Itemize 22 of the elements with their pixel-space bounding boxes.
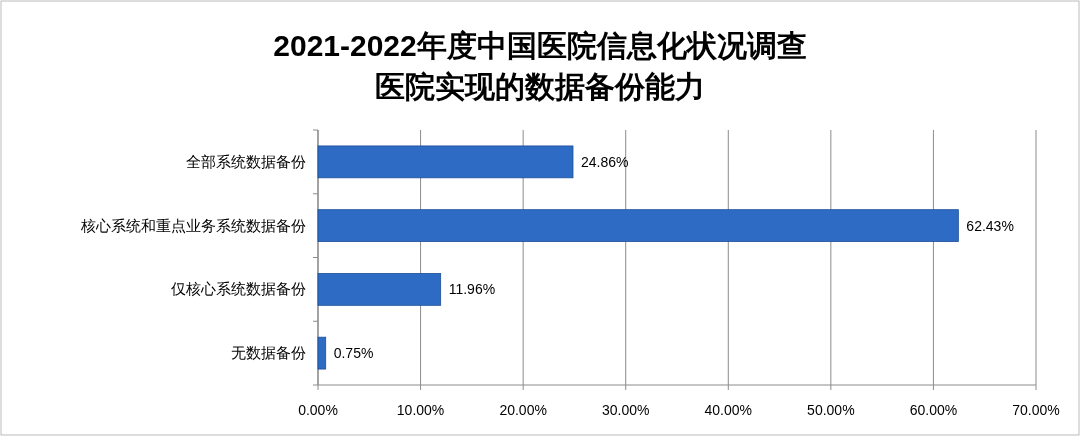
x-tick-label: 10.00% bbox=[396, 402, 445, 418]
y-tick-label: 无数据备份 bbox=[231, 344, 306, 362]
chart-title: 2021-2022年度中国医院信息化状况调查 bbox=[273, 29, 807, 62]
bar bbox=[317, 145, 574, 179]
x-tick-label: 70.00% bbox=[1012, 402, 1060, 418]
x-tick-label: 0.00% bbox=[298, 402, 338, 418]
data-label: 11.96% bbox=[448, 281, 496, 298]
bar bbox=[317, 336, 327, 370]
x-tick-label: 50.00% bbox=[807, 402, 855, 418]
data-label: 0.75% bbox=[333, 345, 374, 362]
y-tick-label: 核心系统和重点业务系统数据备份 bbox=[80, 216, 306, 234]
x-tick-label: 40.00% bbox=[704, 402, 753, 418]
bar bbox=[317, 209, 959, 242]
x-tick-label: 60.00% bbox=[909, 402, 958, 418]
data-label: 24.86% bbox=[580, 153, 629, 170]
bar bbox=[317, 273, 442, 306]
x-tick-label: 20.00% bbox=[499, 402, 547, 418]
x-tick-label: 30.00% bbox=[601, 402, 650, 418]
y-tick-label: 全部系统数据备份 bbox=[186, 152, 306, 170]
y-tick-label: 仅核心系统数据备份 bbox=[171, 280, 306, 298]
chart-subtitle: 医院实现的数据备份能力 bbox=[375, 70, 705, 103]
data-label: 62.43% bbox=[966, 217, 1014, 234]
